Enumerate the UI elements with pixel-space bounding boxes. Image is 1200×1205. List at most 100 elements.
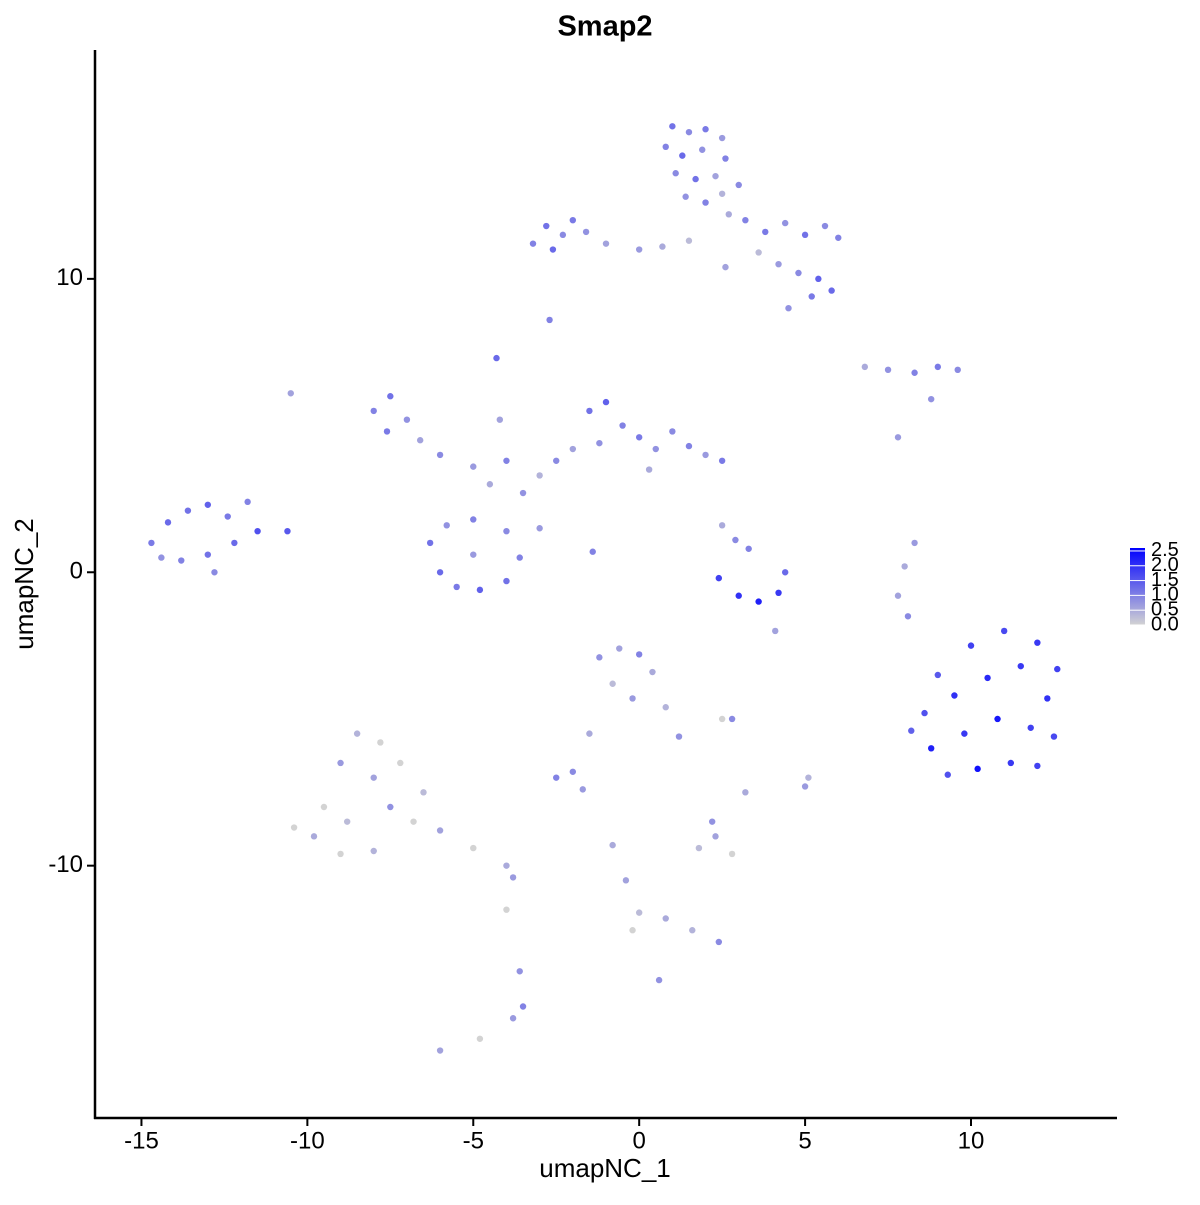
points — [148, 123, 1061, 1054]
point — [944, 771, 951, 778]
point — [519, 1003, 527, 1010]
point — [320, 803, 328, 811]
point — [529, 240, 537, 247]
point — [436, 569, 444, 576]
point — [553, 774, 560, 781]
y-tick-label: -10 — [48, 851, 83, 878]
point — [1044, 695, 1051, 702]
point — [582, 228, 590, 236]
point — [685, 442, 693, 450]
point — [781, 569, 789, 576]
point — [934, 671, 942, 679]
point — [669, 428, 676, 435]
point — [702, 199, 709, 206]
point — [619, 422, 626, 429]
point — [284, 527, 291, 535]
point — [310, 833, 318, 840]
point — [745, 545, 752, 552]
point — [470, 463, 477, 470]
point — [579, 786, 586, 793]
point — [616, 645, 623, 652]
point — [629, 695, 636, 702]
point — [652, 445, 659, 453]
point — [967, 642, 975, 649]
point — [742, 216, 749, 224]
point — [224, 513, 231, 520]
point — [722, 155, 729, 162]
point — [503, 527, 510, 535]
point — [486, 481, 494, 488]
legend-label: 0.0 — [1151, 613, 1179, 635]
point — [353, 730, 361, 737]
point — [1007, 759, 1015, 767]
point — [801, 783, 809, 790]
y-tick-label: 0 — [70, 558, 83, 585]
point — [1017, 662, 1024, 670]
point — [718, 134, 726, 142]
point — [516, 968, 523, 975]
point — [290, 824, 298, 831]
point — [718, 715, 726, 723]
point — [679, 152, 686, 159]
point — [781, 219, 789, 227]
legend-label: 1.5 — [1151, 569, 1179, 591]
point — [669, 123, 676, 130]
point — [762, 228, 769, 236]
point — [387, 393, 394, 400]
point — [805, 774, 812, 781]
point — [596, 439, 603, 447]
point — [984, 674, 991, 682]
point — [908, 727, 915, 734]
point — [712, 833, 719, 840]
point — [715, 938, 723, 946]
point — [775, 589, 782, 597]
point — [672, 170, 679, 177]
x-tick-label: -10 — [290, 1127, 325, 1154]
point — [662, 143, 669, 151]
point — [662, 704, 669, 711]
point — [476, 1035, 484, 1042]
point — [426, 539, 434, 547]
point — [921, 709, 928, 717]
point — [904, 613, 912, 620]
point — [702, 126, 709, 133]
point — [682, 193, 689, 200]
point — [602, 240, 610, 247]
point — [503, 906, 510, 913]
point — [536, 525, 543, 532]
point — [808, 293, 815, 300]
point — [961, 730, 968, 737]
point — [470, 551, 477, 558]
point — [692, 175, 699, 183]
point — [894, 592, 902, 599]
point — [1034, 639, 1041, 646]
point — [397, 759, 404, 767]
point — [496, 416, 504, 423]
point — [755, 249, 762, 256]
point — [951, 692, 958, 699]
point — [609, 680, 616, 687]
point — [755, 598, 762, 605]
point — [436, 1047, 444, 1054]
point — [569, 216, 577, 224]
point — [436, 827, 444, 834]
x-tick-label: -15 — [124, 1127, 159, 1154]
point — [387, 803, 394, 811]
legend-label: 1.0 — [1151, 584, 1179, 606]
point — [675, 733, 683, 740]
point — [503, 577, 510, 585]
point — [453, 583, 460, 591]
point — [164, 519, 172, 526]
point — [519, 489, 527, 497]
point — [635, 651, 643, 658]
point — [1054, 665, 1061, 673]
point — [436, 451, 444, 459]
point — [685, 128, 693, 136]
point — [509, 874, 517, 881]
point — [861, 363, 869, 371]
point — [795, 269, 802, 277]
point — [204, 551, 212, 558]
point — [609, 841, 616, 849]
point — [148, 539, 155, 547]
legend-label: 2.0 — [1151, 554, 1179, 576]
